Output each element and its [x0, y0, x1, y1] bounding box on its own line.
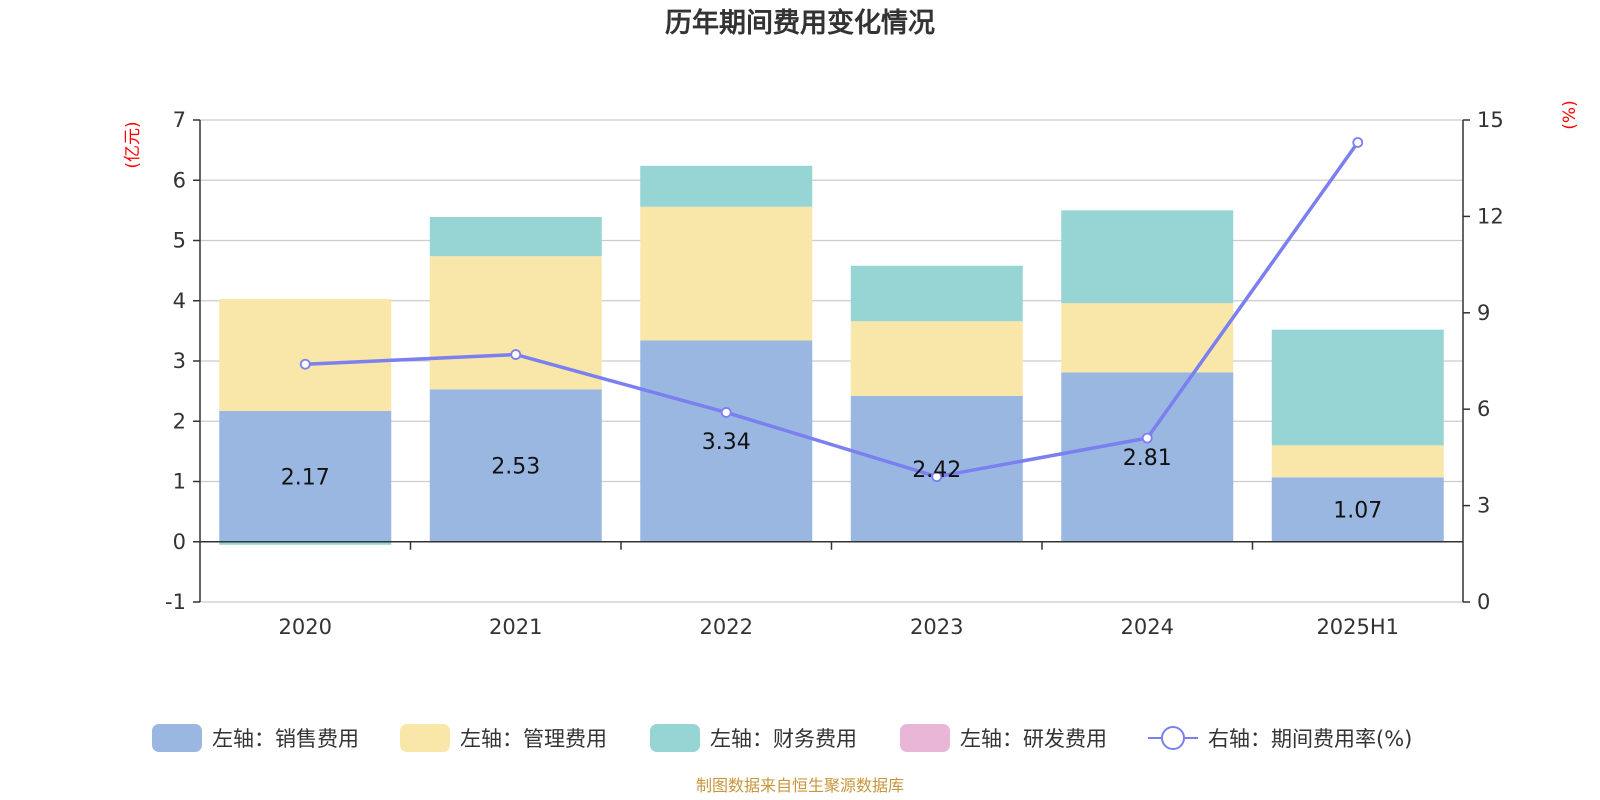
bar-segment — [219, 541, 392, 545]
left-tick-label: 2 — [173, 409, 186, 433]
left-tick-label: 4 — [173, 289, 186, 313]
rate-point — [720, 407, 732, 418]
bar-segment — [850, 395, 1023, 542]
right-tick-label: 6 — [1477, 397, 1490, 421]
data-labels: 2.17 2.53 3.34 2.42 2.81 1.07 — [281, 430, 1382, 523]
legend-marker-icon — [1161, 726, 1185, 750]
legend-swatch — [152, 724, 202, 752]
bar-segment — [640, 340, 813, 542]
x-tick-label: 2021 — [489, 615, 542, 639]
left-tick-label: 7 — [173, 108, 186, 132]
left-axis-unit: (亿元) — [123, 121, 143, 168]
bar-data-label: 2.17 — [281, 465, 330, 490]
legend-swatch — [400, 724, 450, 752]
bar-data-label: 2.81 — [1123, 446, 1172, 471]
bar-segment — [1271, 477, 1444, 542]
rate-point — [931, 471, 943, 483]
bar-segment — [429, 217, 602, 257]
bar-segment — [429, 389, 602, 542]
bar-data-label: 2.42 — [912, 458, 961, 483]
right-axis-unit: (%) — [1560, 100, 1580, 129]
legend-label: 左轴：研发费用 — [960, 727, 1107, 751]
left-tick-label: 5 — [173, 229, 186, 253]
right-tick-label: 12 — [1477, 204, 1504, 228]
bar-segment — [219, 298, 392, 412]
left-tick-label: 1 — [173, 470, 186, 494]
bar-segment — [640, 206, 813, 341]
x-tick-label: 2022 — [700, 615, 753, 639]
left-tick-label: 3 — [173, 349, 186, 373]
bar-data-label: 2.53 — [491, 455, 540, 480]
legend-swatch — [900, 724, 950, 752]
legend-label: 左轴：销售费用 — [212, 727, 359, 751]
bar-segment — [640, 165, 813, 207]
rate-point — [299, 358, 311, 370]
legend-label: 右轴：期间费用率(%) — [1208, 727, 1412, 751]
rate-point — [510, 349, 522, 360]
left-tick-label: -1 — [165, 590, 186, 614]
bar-segment — [1061, 303, 1234, 373]
bar-segment — [429, 256, 602, 390]
left-tick-label: 6 — [173, 168, 186, 192]
legend-swatch — [650, 724, 700, 752]
bar-data-label: 1.07 — [1333, 499, 1382, 524]
right-tick-label: 15 — [1477, 108, 1504, 132]
bar-segment — [1061, 372, 1234, 542]
bar-segment — [850, 265, 1023, 322]
legend-label: 左轴：财务费用 — [710, 727, 857, 751]
source-note: 制图数据来自恒生聚源数据库 — [696, 776, 904, 795]
legend: 左轴：销售费用 左轴：管理费用 左轴：财务费用 左轴：研发费用 右轴：期间费用率(%) — [152, 724, 1412, 752]
bar-data-label: 3.34 — [702, 430, 751, 455]
bar-segment — [1271, 329, 1444, 446]
x-tick-label: 2020 — [279, 615, 332, 639]
rate-line — [305, 141, 1360, 479]
bar-segment — [1271, 445, 1444, 478]
bar-segment — [1061, 210, 1234, 304]
bar-series — [219, 165, 1444, 545]
x-tick-label: 2025H1 — [1316, 615, 1399, 639]
bar-segment — [850, 321, 1023, 396]
right-tick-label: 0 — [1477, 590, 1490, 614]
legend-label: 左轴：管理费用 — [460, 727, 607, 751]
bar-segment — [219, 411, 392, 542]
x-tick-label: 2023 — [910, 615, 963, 639]
right-tick-label: 9 — [1477, 301, 1490, 325]
x-tick-label: 2024 — [1121, 615, 1174, 639]
rate-point — [1352, 137, 1364, 148]
line-series — [299, 137, 1364, 483]
left-tick-label: 0 — [173, 530, 186, 554]
right-tick-label: 3 — [1477, 494, 1490, 518]
rate-point — [1141, 432, 1153, 444]
chart-title: 历年期间费用变化情况 — [665, 7, 935, 39]
